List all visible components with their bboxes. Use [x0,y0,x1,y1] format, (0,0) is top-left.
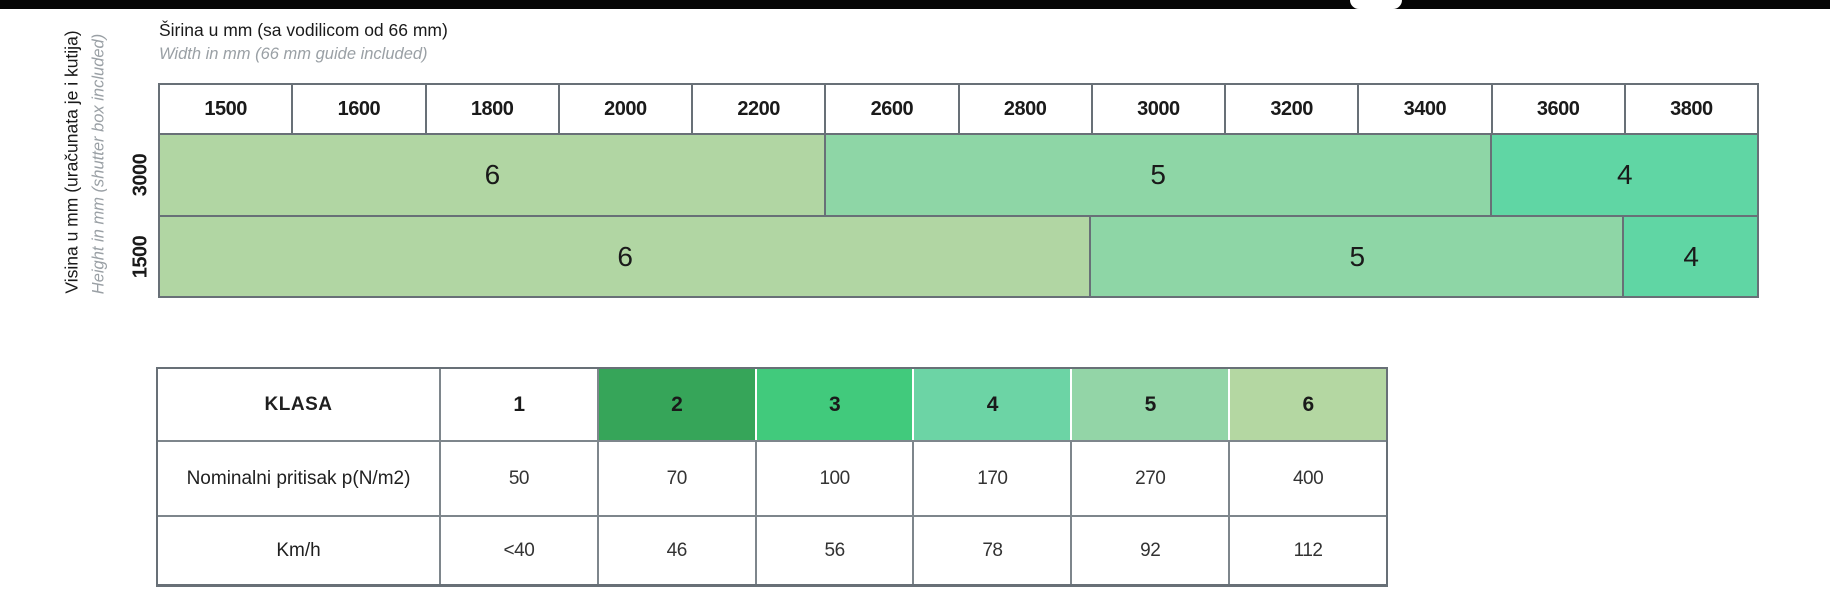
height-axis-title: Visina u mm (uračunata je i kutija) [61,30,82,294]
legend-value-cell: 78 [912,517,1070,584]
size-class-matrix: 1500 1600 1800 2000 2200 2600 2800 3000 3200 3400… [158,83,1759,298]
width-axis-subtitle: Width in mm (66 mm guide included) [159,45,428,63]
width-header-cell: 2000 [557,85,691,133]
width-header-cell: 2200 [691,85,824,133]
legend-value-cell: 92 [1070,517,1228,584]
legend-value-cell: 70 [596,442,755,515]
legend-class-cell: 3 [754,369,913,440]
width-header-cell: 1500 [204,97,247,120]
width-header-cell: 3000 [1090,85,1224,133]
legend-pressure-row: Nominalni pritisak p(N/m2) 50 70 100 170 270… [158,440,1386,515]
width-header-row: 1500 1600 1800 2000 2200 2600 2800 3000 3200 3400… [160,85,1757,135]
width-header-cell: 3800 [1623,85,1757,133]
legend-value-cell: 46 [596,517,755,584]
width-header-cell: 3400 [1357,85,1490,133]
legend-pressure-label: Nominalni pritisak p(N/m2) [186,467,411,489]
legend-value-cell: 170 [912,442,1070,515]
class-band: 6 [160,135,824,215]
class-band: 4 [1489,135,1757,215]
browser-tab-bottom [1350,0,1402,9]
legend-value-cell: <40 [439,517,597,584]
width-header-cell: 3200 [1224,85,1357,133]
class-band: 6 [160,217,1090,296]
legend-value-cell: 50 [439,442,597,515]
legend-class-cell: 4 [912,369,1071,440]
width-header-cell: 1600 [291,85,424,133]
width-header-cell: 2600 [824,85,957,133]
legend-speed-row: Km/h <40 46 56 78 92 112 [158,515,1386,584]
height-axis-subtitle: Height in mm (shutter box included) [89,33,108,295]
row-label-1500: 1500 [129,235,152,279]
width-header-cell: 1800 [424,85,558,133]
width-header-cell: 2800 [957,85,1091,133]
class-band: 4 [1622,217,1757,296]
legend-value-cell: 112 [1228,517,1386,584]
legend-klasa-label: KLASA [264,393,333,415]
width-axis-title: Širina u mm (sa vodilicom od 66 mm) [159,20,448,40]
row-label-3000: 3000 [129,153,152,197]
legend-value-cell: 56 [754,517,913,584]
legend-class-cell: 6 [1228,369,1386,440]
class-band: 5 [823,135,1490,215]
class-band: 5 [1089,217,1623,296]
legend-value-cell: 400 [1228,442,1386,515]
legend-class-cell: 1 [439,369,597,440]
width-header-cell: 3600 [1490,85,1624,133]
legend-value-cell: 100 [754,442,913,515]
legend-value-cell: 270 [1070,442,1228,515]
legend-class-cell: 2 [596,369,755,440]
browser-chrome-strip [0,0,1830,9]
legend-speed-label: Km/h [276,539,321,561]
legend-class-cell: 5 [1070,369,1229,440]
